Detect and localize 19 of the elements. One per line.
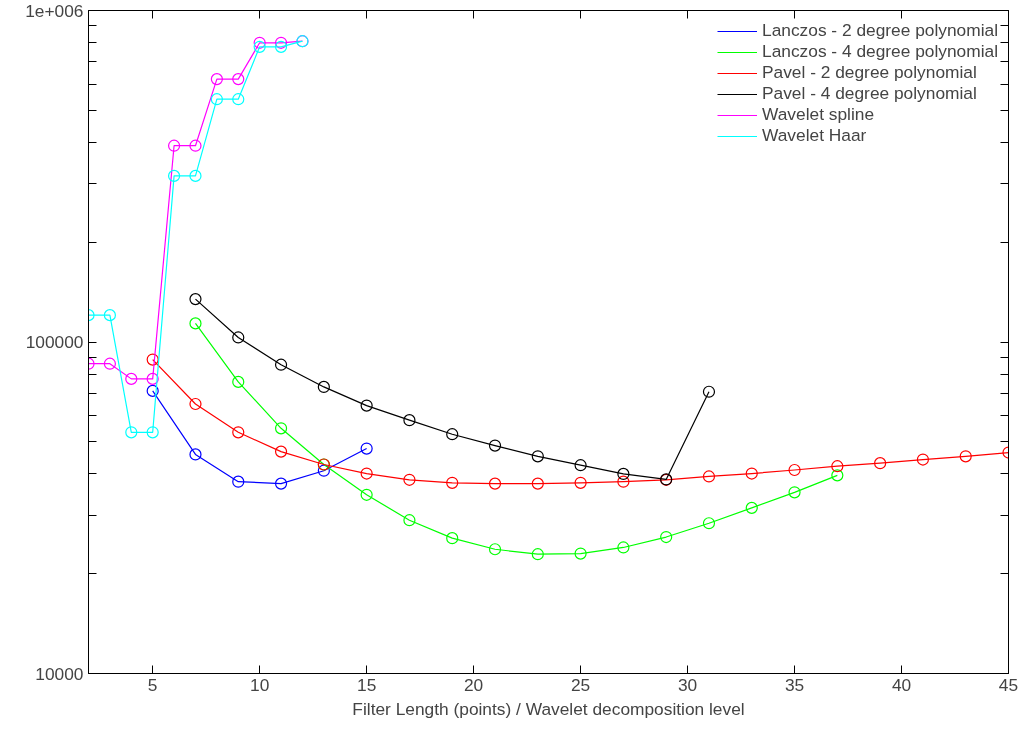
legend-label: Lanczos - 2 degree polynomial	[762, 20, 998, 41]
x-tick-label: 10	[250, 674, 270, 695]
legend-label: Wavelet Haar	[762, 125, 867, 146]
legend-label: Pavel - 4 degree polynomial	[762, 83, 977, 104]
x-tick-label: 35	[784, 674, 805, 695]
x-tick-label: 40	[891, 674, 912, 695]
x-tick-label: 5	[147, 674, 158, 695]
x-axis-title: Filter Length (points) / Wavelet decomposition level	[352, 698, 745, 719]
x-tick-label: 15	[357, 674, 377, 695]
x-tick-label: 20	[463, 674, 484, 695]
legend-label: Wavelet spline	[762, 104, 875, 125]
y-tick-label: 1e+006	[25, 0, 84, 21]
y-tick-label: 10000	[35, 663, 84, 684]
legend-label: Pavel - 2 degree polynomial	[762, 62, 977, 83]
x-tick-label: 25	[570, 674, 591, 695]
legend-label: Lanczos - 4 degree polynomial	[762, 41, 998, 62]
x-tick-label: 30	[677, 674, 698, 695]
x-tick-label: 45	[998, 674, 1019, 695]
y-tick-label: 100000	[25, 332, 84, 352]
